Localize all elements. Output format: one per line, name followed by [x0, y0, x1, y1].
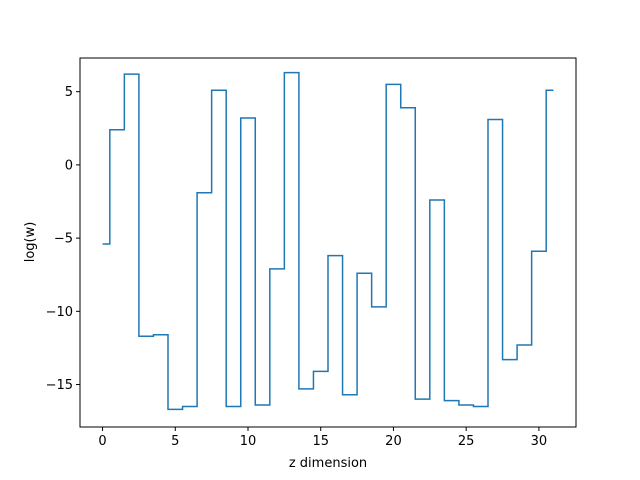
- y-tick-label: 5: [65, 85, 73, 100]
- y-tick-label: −5: [54, 232, 73, 247]
- plot-marks: [102, 71, 554, 411]
- x-tick-label: 25: [458, 434, 475, 449]
- x-tick-label: 10: [240, 434, 257, 449]
- y-axis-ticks: −15 −10 −5 0 5: [46, 85, 80, 393]
- x-tick-label: 5: [171, 434, 179, 449]
- y-tick-label: 0: [65, 158, 73, 173]
- x-axis-label: z dimension: [289, 456, 367, 471]
- series-line: [102, 71, 554, 411]
- y-tick-label: −10: [46, 305, 73, 320]
- y-axis-label: log(w): [23, 222, 38, 263]
- x-tick-label: 0: [98, 434, 106, 449]
- x-tick-label: 30: [531, 434, 548, 449]
- x-tick-label: 20: [385, 434, 402, 449]
- x-tick-label: 15: [312, 434, 329, 449]
- y-tick-label: −15: [46, 378, 73, 393]
- plot-frame: [79, 57, 577, 428]
- x-axis-ticks: 0 5 10 15 20 25 30: [98, 427, 547, 449]
